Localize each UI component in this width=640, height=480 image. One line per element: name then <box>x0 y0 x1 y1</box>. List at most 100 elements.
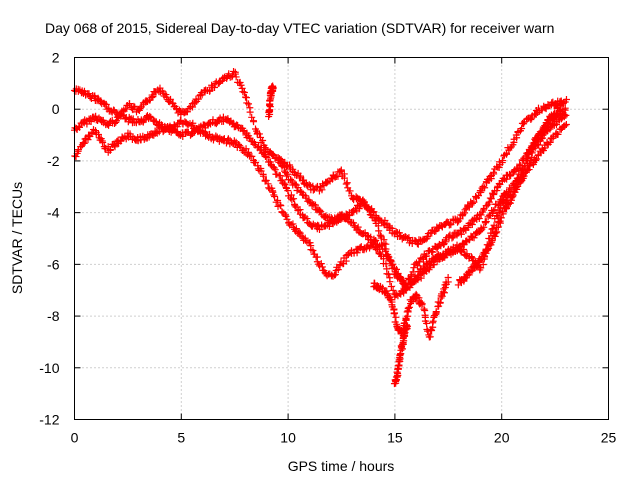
data-point <box>319 180 327 188</box>
data-point <box>516 160 524 168</box>
data-point <box>289 167 297 175</box>
data-point <box>562 95 570 103</box>
data-point <box>447 220 455 228</box>
data-point <box>280 179 288 187</box>
series-track-7 <box>454 100 565 289</box>
data-point <box>167 124 175 132</box>
series-track-1 <box>70 67 570 248</box>
data-point <box>149 93 157 101</box>
data-point <box>546 138 554 146</box>
data-point <box>382 260 390 268</box>
data-point <box>172 105 180 113</box>
data-point <box>281 180 289 188</box>
data-point <box>237 81 245 89</box>
data-point <box>80 139 88 147</box>
data-point <box>111 143 119 151</box>
data-point <box>403 284 411 292</box>
data-point <box>499 157 507 165</box>
data-point <box>79 139 87 147</box>
data-point <box>488 236 496 244</box>
data-point <box>344 251 352 259</box>
data-point <box>277 202 285 210</box>
data-point <box>342 180 350 188</box>
data-point <box>382 247 390 255</box>
data-point <box>308 200 316 208</box>
data-point <box>409 268 417 276</box>
data-point <box>461 251 469 259</box>
y-axis-label: SDTVAR / TECUs <box>9 182 25 294</box>
data-point <box>423 252 431 260</box>
data-point <box>236 142 244 150</box>
chart-title: Day 068 of 2015, Sidereal Day-to-day VTE… <box>45 20 554 36</box>
axis-ticks <box>74 57 609 420</box>
data-point <box>284 187 292 195</box>
data-point <box>269 150 277 158</box>
data-point <box>216 114 224 122</box>
data-point <box>519 166 527 174</box>
data-point <box>246 108 254 116</box>
data-point <box>395 356 403 364</box>
data-point <box>331 271 339 279</box>
data-point <box>387 282 395 290</box>
data-point <box>167 95 175 103</box>
data-point <box>305 181 313 189</box>
series-track-6 <box>390 321 411 388</box>
data-point <box>263 154 271 162</box>
data-point <box>413 240 421 248</box>
data-point <box>483 202 491 210</box>
data-point <box>287 194 295 202</box>
data-point <box>298 233 306 241</box>
data-point <box>295 228 303 236</box>
data-point <box>405 303 413 311</box>
data-point <box>414 276 422 284</box>
data-point <box>490 168 498 176</box>
data-point <box>509 191 517 199</box>
data-point <box>211 83 219 91</box>
data-point <box>481 219 489 227</box>
x-tick-label: 20 <box>494 430 510 446</box>
data-point <box>287 175 295 183</box>
data-point <box>485 245 493 253</box>
data-point <box>96 98 104 106</box>
data-point <box>432 308 440 316</box>
data-point <box>300 214 308 222</box>
data-point <box>400 289 408 297</box>
data-point <box>394 365 402 373</box>
data-point <box>238 84 246 92</box>
data-point <box>76 123 84 131</box>
data-point <box>296 229 304 237</box>
data-point <box>219 135 227 143</box>
data-point <box>276 172 284 180</box>
y-tick-labels: -12 -10 -8 -6 -4 -2 0 2 <box>39 50 59 428</box>
series-track-8 <box>265 82 277 121</box>
data-point <box>354 223 362 231</box>
y-tick-label: -6 <box>47 256 60 272</box>
data-point <box>494 212 502 220</box>
data-point <box>112 118 120 126</box>
x-axis-label: GPS time / hours <box>288 458 395 474</box>
data-point <box>562 111 570 119</box>
data-point <box>309 246 317 254</box>
data-point <box>189 119 197 127</box>
data-point <box>72 153 80 161</box>
data-point <box>291 202 299 210</box>
data-point <box>270 191 278 199</box>
data-point <box>385 270 393 278</box>
data-point <box>375 286 383 294</box>
data-point <box>491 206 499 214</box>
data-point <box>245 148 253 156</box>
data-point <box>389 260 397 268</box>
data-point <box>249 117 257 125</box>
x-tick-label: 5 <box>177 430 185 446</box>
data-point <box>467 232 475 240</box>
data-point <box>394 269 402 277</box>
data-point <box>334 266 342 274</box>
data-point <box>317 208 325 216</box>
data-point <box>281 167 289 175</box>
data-point <box>371 216 379 224</box>
data-point <box>527 116 535 124</box>
data-point <box>410 264 418 272</box>
data-point <box>390 310 398 318</box>
data-point <box>538 128 546 136</box>
data-point <box>561 104 569 112</box>
